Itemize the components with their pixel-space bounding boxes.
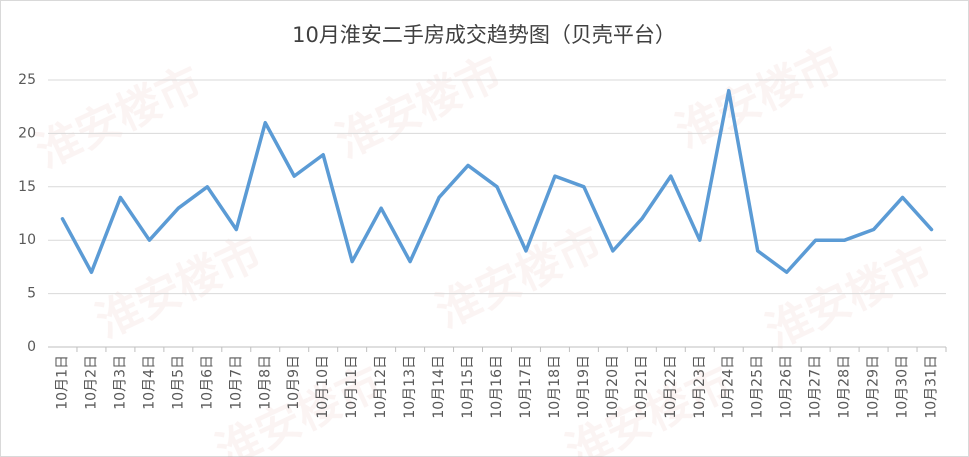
- x-tick-label: 10月26日: [779, 355, 795, 419]
- x-tick-label: 10月25日: [750, 355, 766, 419]
- x-tick-label: 10月27日: [808, 355, 824, 419]
- x-tick-label: 10月14日: [431, 355, 447, 419]
- x-tick-label: 10月23日: [692, 355, 708, 419]
- x-tick-label: 10月7日: [228, 355, 244, 410]
- x-tick-label: 10月17日: [518, 355, 534, 419]
- x-tick-label: 10月11日: [344, 355, 360, 419]
- x-tick-label: 10月13日: [402, 355, 418, 419]
- x-tick-label: 10月6日: [199, 355, 215, 410]
- x-tick-label: 10月3日: [112, 355, 128, 410]
- x-tick-label: 10月28日: [837, 355, 853, 419]
- x-tick-label: 10月20日: [605, 355, 621, 419]
- x-tick-label: 10月30日: [895, 355, 911, 419]
- x-tick-label: 10月31日: [924, 355, 940, 419]
- x-tick-label: 10月8日: [257, 355, 273, 410]
- x-tick-label: 10月4日: [141, 355, 157, 410]
- x-tick-label: 10月15日: [460, 355, 476, 419]
- y-tick-label: 15: [18, 179, 36, 195]
- x-tick-label: 10月29日: [866, 355, 882, 419]
- line: [60, 88, 934, 274]
- x-tick-label: 10月1日: [54, 355, 70, 410]
- x-tick-label: 10月18日: [547, 355, 563, 419]
- x-tick-label: 10月16日: [489, 355, 505, 419]
- x-tick-label: 10月9日: [286, 355, 302, 410]
- y-tick-label: 5: [27, 286, 36, 302]
- y-tick-label: 20: [18, 125, 36, 141]
- y-tick-label: 25: [18, 72, 36, 88]
- chart-title: 10月淮安二手房成交趋势图（贝壳平台）: [292, 23, 676, 47]
- x-tick-label: 10月10日: [315, 355, 331, 419]
- y-tick-label: 10: [18, 232, 36, 248]
- y-tick-label: 0: [27, 339, 36, 355]
- x-tick-label: 10月12日: [373, 355, 389, 419]
- x-tick-label: 10月2日: [83, 355, 99, 410]
- x-tick-label: 10月21日: [634, 355, 650, 419]
- x-tick-label: 10月19日: [576, 355, 592, 419]
- x-tick-label: 10月22日: [663, 355, 679, 419]
- x-tick-label: 10月24日: [721, 355, 737, 419]
- x-tick-label: 10月5日: [170, 355, 186, 410]
